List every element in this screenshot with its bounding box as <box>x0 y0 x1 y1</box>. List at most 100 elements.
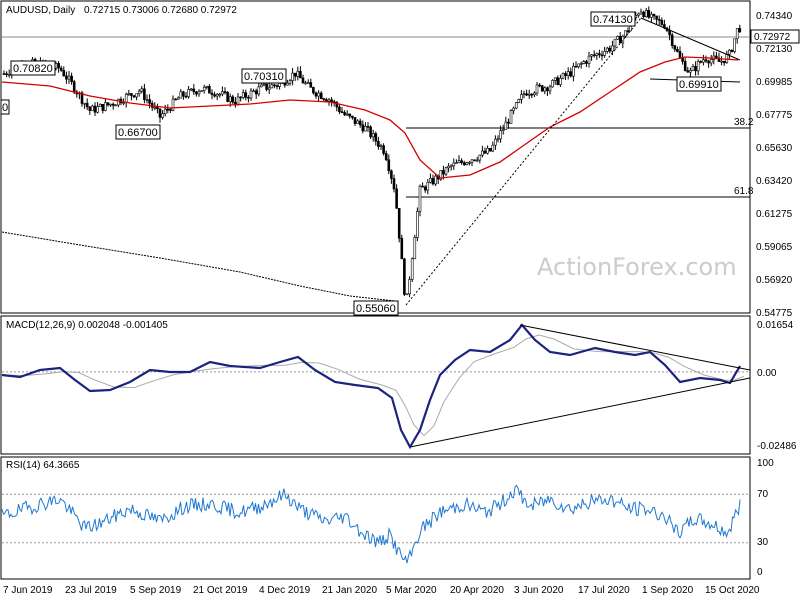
rsi-panel-frame <box>0 456 751 580</box>
candle-body <box>605 47 609 52</box>
candle-body <box>418 185 422 212</box>
candle-body <box>153 106 157 109</box>
candle-body <box>725 53 729 64</box>
candle-body <box>540 85 544 92</box>
candle-body <box>426 181 430 191</box>
candle-body <box>707 60 710 64</box>
candle-body <box>730 50 734 52</box>
candle-body <box>559 77 562 85</box>
candle-body <box>715 55 718 59</box>
candle-body <box>340 111 344 113</box>
macd-layer <box>1 323 751 450</box>
candle-body <box>312 87 315 94</box>
candle-body <box>137 90 141 94</box>
candle-body <box>488 148 492 152</box>
candle-body <box>704 59 708 62</box>
candle-body <box>148 99 151 104</box>
candle-body <box>694 66 697 72</box>
candle-body <box>720 60 723 63</box>
candle-body <box>213 94 216 97</box>
candle-body <box>655 15 658 20</box>
candle-body <box>421 185 424 188</box>
callout-box <box>676 76 722 92</box>
macd-tick: 0.00 <box>757 368 777 379</box>
candle-body <box>72 81 76 93</box>
candle-body <box>278 83 281 87</box>
candle-body <box>390 170 393 179</box>
candle-body <box>189 88 193 91</box>
candle-body <box>254 90 258 95</box>
price-tick: 0.65630 <box>756 143 793 154</box>
candle-body <box>431 178 435 185</box>
candle-body <box>70 75 73 83</box>
x-tick-label: 7 Jun 2019 <box>3 585 53 596</box>
candle-body <box>577 63 580 67</box>
candle-body <box>184 95 188 98</box>
x-tick-label: 5 Mar 2020 <box>386 585 437 596</box>
rsi-line <box>1 484 741 564</box>
x-tick-label: 15 Oct 2020 <box>705 585 760 596</box>
candle-body <box>475 159 479 162</box>
ohlc-readout: 0.72715 0.73006 0.72680 0.72972 <box>84 5 237 16</box>
candle-body <box>686 70 690 73</box>
price-layer <box>1 6 750 306</box>
candle-body <box>299 70 302 79</box>
candle-body <box>579 63 583 65</box>
callout-label: 0.70820 <box>13 63 53 75</box>
candle-body <box>62 70 66 77</box>
candle-body <box>200 90 203 92</box>
candle-body <box>143 88 146 100</box>
candle-body <box>348 113 352 117</box>
candle-body <box>538 84 541 87</box>
callout-label: 0.66700 <box>118 127 158 139</box>
candle-body <box>166 108 170 111</box>
rsi-title: RSI(14) 64.3665 <box>6 460 80 471</box>
macd-tick: -0.02486 <box>757 441 797 452</box>
candle-body <box>621 35 625 44</box>
candle-body <box>738 28 742 33</box>
candle-body <box>496 138 500 141</box>
candle-body <box>5 73 8 76</box>
candle-body <box>59 67 63 71</box>
candle-body <box>163 108 167 114</box>
candle-body <box>670 34 674 46</box>
candle-body <box>161 113 164 118</box>
candle-body <box>691 66 695 71</box>
candle-body <box>288 80 292 84</box>
candle-body <box>2 73 6 75</box>
rsi-layer <box>1 484 750 564</box>
candle-body <box>374 133 378 142</box>
candle-body <box>618 36 622 44</box>
candle-body <box>135 93 138 98</box>
x-tick-label: 21 Oct 2019 <box>193 585 248 596</box>
candle-body <box>210 92 214 95</box>
price-tick: 0.59065 <box>756 242 793 253</box>
candle-body <box>512 107 515 111</box>
candle-body <box>590 54 593 57</box>
watermark: ActionForex.com <box>537 253 737 281</box>
candle-body <box>449 165 453 168</box>
candle-body <box>364 126 367 132</box>
candle-body <box>252 90 255 93</box>
candle-body <box>423 186 427 191</box>
candle-body <box>408 279 411 295</box>
candle-body <box>304 82 307 85</box>
candle-body <box>234 101 237 105</box>
macd-signal-line <box>5 334 745 437</box>
candle-body <box>270 84 274 89</box>
candle-body <box>179 91 183 99</box>
candle-body <box>470 159 474 163</box>
candle-body <box>447 165 450 169</box>
macd-title: MACD(12,26,9) 0.002048 -0.001405 <box>6 320 168 331</box>
x-tick-label: 20 Apr 2020 <box>450 585 504 596</box>
candle-body <box>109 103 112 106</box>
candle-body <box>88 106 92 111</box>
symbol-label: AUDUSD, Daily <box>6 5 75 16</box>
macd-lower-trendline <box>409 377 751 448</box>
x-tick-label: 1 Sep 2020 <box>642 585 694 596</box>
callout-box <box>353 300 399 316</box>
candle-body <box>286 82 289 86</box>
candle-body <box>296 70 300 77</box>
last-price-box <box>750 29 800 44</box>
rsi-tick: 70 <box>757 489 769 500</box>
